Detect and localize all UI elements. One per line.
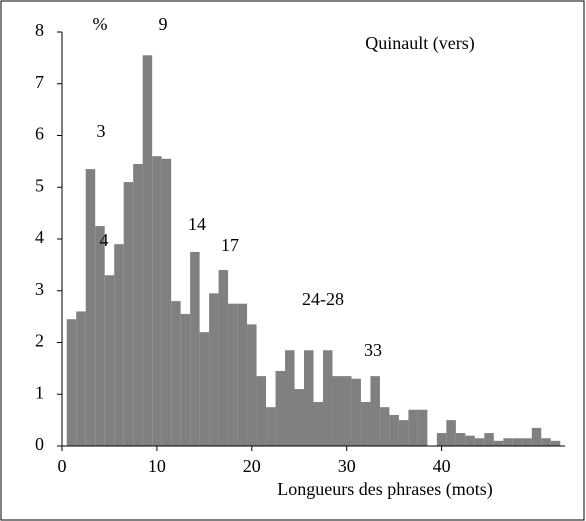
bar (228, 303, 238, 446)
bar (180, 314, 191, 446)
bar (142, 55, 153, 446)
bar (85, 169, 96, 446)
bar (285, 350, 295, 446)
x-tick-label: 10 (148, 456, 166, 476)
bar (446, 420, 456, 446)
annotation: % (93, 14, 108, 34)
y-tick-label: 8 (35, 20, 44, 40)
bar (389, 414, 399, 446)
annotation: 9 (159, 14, 168, 34)
bar (379, 407, 390, 446)
y-tick-label: 0 (35, 434, 44, 454)
annotation: 3 (97, 121, 106, 141)
bar (484, 433, 494, 446)
annotation: 24-28 (302, 289, 344, 309)
bar (522, 438, 532, 446)
y-tick-label: 7 (35, 72, 44, 92)
bar (322, 350, 333, 446)
bar (417, 409, 428, 446)
bar (266, 407, 276, 446)
bar (503, 438, 513, 446)
bar (474, 438, 485, 446)
annotation: 33 (364, 340, 382, 360)
bar (247, 324, 257, 446)
bar (408, 409, 418, 446)
bar (161, 158, 172, 446)
annotation: 4 (100, 230, 109, 250)
bar (114, 244, 124, 446)
y-tick-label: 3 (35, 279, 44, 299)
bar (436, 433, 447, 446)
bar (76, 311, 86, 446)
bar (332, 376, 342, 446)
bar (313, 402, 323, 446)
y-tick-label: 5 (35, 175, 44, 195)
x-tick-label: 30 (338, 456, 356, 476)
bar (209, 293, 219, 446)
bar (550, 440, 561, 446)
bar (455, 433, 466, 446)
bar (171, 301, 181, 446)
bar (190, 251, 200, 446)
bar (256, 376, 267, 446)
annotation: 17 (221, 235, 239, 255)
x-tick-label: 40 (433, 456, 451, 476)
bar (493, 440, 504, 446)
y-tick-label: 4 (35, 227, 44, 247)
bar (398, 420, 409, 446)
y-tick-label: 6 (35, 124, 44, 144)
bar (541, 438, 551, 446)
bar (304, 350, 314, 446)
bar (341, 376, 352, 446)
bar (123, 182, 134, 446)
bar (104, 275, 115, 446)
bar (133, 163, 143, 446)
y-tick-label: 1 (35, 382, 44, 402)
x-axis-label: Longueurs des phrases (mots) (277, 479, 492, 500)
bar (531, 427, 542, 446)
annotation: 14 (188, 214, 206, 234)
bar (275, 370, 286, 446)
bar (95, 226, 105, 446)
bar (512, 438, 523, 446)
x-tick-label: 0 (58, 456, 67, 476)
bar (465, 435, 475, 446)
bar (237, 303, 248, 446)
bar (351, 378, 361, 446)
bar (66, 319, 77, 446)
bar (199, 332, 210, 446)
bar (152, 156, 162, 446)
bar (294, 389, 305, 446)
bar (360, 402, 371, 446)
annotation: Quinault (vers) (365, 33, 474, 54)
x-tick-label: 20 (243, 456, 261, 476)
bar (218, 270, 229, 446)
bar (370, 376, 380, 446)
y-tick-label: 2 (35, 331, 44, 351)
